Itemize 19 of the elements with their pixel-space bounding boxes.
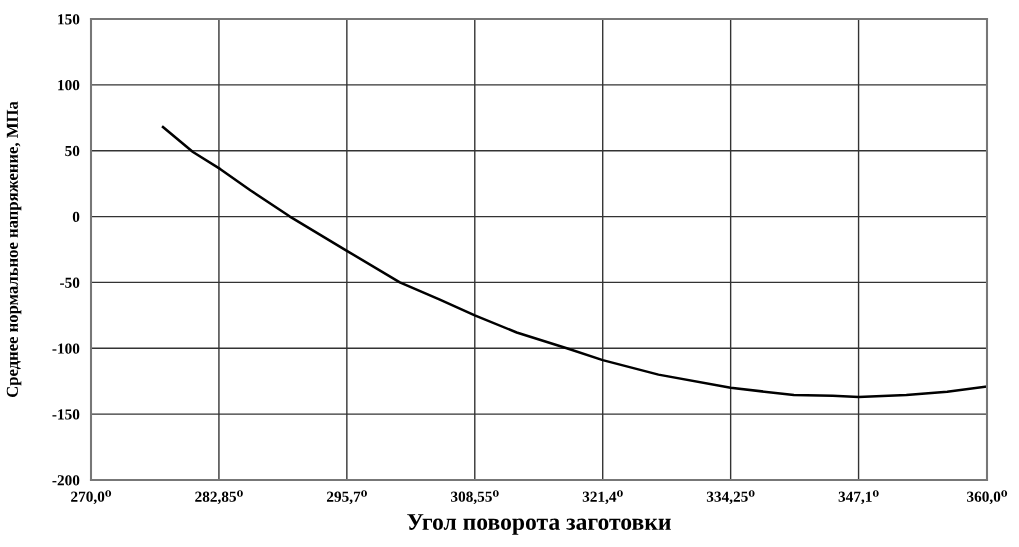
y-tick-label: 50 bbox=[65, 145, 80, 157]
y-tick-label: -100 bbox=[52, 343, 80, 354]
x-tick-label: 347,1⁰ bbox=[838, 490, 879, 505]
x-tick-label: 321,4⁰ bbox=[582, 490, 623, 505]
x-tick-label: 308,55⁰ bbox=[451, 490, 499, 505]
x-tick-label: 360,0⁰ bbox=[967, 490, 1008, 505]
y-tick-label: 150 bbox=[58, 14, 80, 25]
y-tick-label: -150 bbox=[52, 409, 80, 420]
line-series bbox=[161, 125, 987, 399]
x-tick-label: 334,25⁰ bbox=[706, 490, 755, 505]
x-tick-label: 282,85⁰ bbox=[195, 490, 243, 505]
y-tick-label: 0 bbox=[72, 211, 80, 223]
x-axis-title: Угол поворота заготовки bbox=[407, 514, 671, 535]
y-tick-label: -200 bbox=[52, 475, 80, 486]
y-tick-label: 100 bbox=[58, 80, 80, 91]
x-tick-label: 295,7⁰ bbox=[326, 490, 367, 505]
y-tick-label: -50 bbox=[60, 277, 80, 288]
y-axis-title: Среднее нормальное напряжение, МПа bbox=[6, 101, 22, 398]
x-tick-label: 270,0⁰ bbox=[71, 490, 112, 505]
